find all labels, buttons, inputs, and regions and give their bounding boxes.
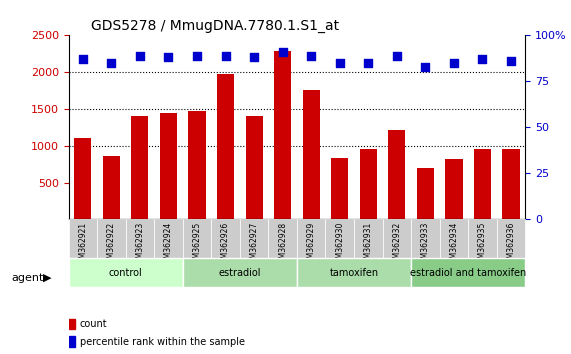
Text: GSM362929: GSM362929 [307, 222, 316, 268]
Text: tamoxifen: tamoxifen [329, 268, 379, 278]
FancyBboxPatch shape [126, 219, 154, 258]
Text: GSM362936: GSM362936 [506, 222, 516, 268]
Text: GSM362921: GSM362921 [78, 222, 87, 268]
FancyBboxPatch shape [268, 219, 297, 258]
Bar [160, 113, 177, 219]
Point [307, 53, 316, 58]
Bar [360, 149, 377, 219]
FancyBboxPatch shape [440, 219, 468, 258]
Point [364, 60, 373, 66]
Point [164, 55, 173, 60]
FancyBboxPatch shape [154, 219, 183, 258]
Point [107, 60, 116, 66]
Text: GSM362924: GSM362924 [164, 222, 173, 268]
Text: count: count [80, 319, 107, 329]
Text: estradiol and tamoxifen: estradiol and tamoxifen [410, 268, 526, 278]
FancyBboxPatch shape [297, 219, 325, 258]
Point [78, 57, 87, 62]
Text: GSM362932: GSM362932 [392, 222, 401, 268]
Bar [274, 51, 291, 219]
Text: control: control [108, 268, 143, 278]
Point [335, 60, 344, 66]
Point [392, 53, 401, 58]
FancyBboxPatch shape [497, 219, 525, 258]
Text: GSM362925: GSM362925 [192, 222, 202, 268]
FancyBboxPatch shape [411, 258, 525, 287]
Text: GSM362933: GSM362933 [421, 222, 430, 268]
Point [449, 60, 459, 66]
Bar [246, 116, 263, 219]
Bar [331, 158, 348, 219]
Text: GSM362935: GSM362935 [478, 222, 487, 268]
Bar [188, 110, 206, 219]
Text: GDS5278 / MmugDNA.7780.1.S1_at: GDS5278 / MmugDNA.7780.1.S1_at [91, 19, 340, 33]
Point [278, 49, 287, 55]
FancyBboxPatch shape [69, 219, 97, 258]
Bar [502, 149, 520, 219]
FancyBboxPatch shape [468, 219, 497, 258]
FancyBboxPatch shape [97, 219, 126, 258]
Text: GSM362930: GSM362930 [335, 222, 344, 268]
Point [478, 57, 487, 62]
Text: percentile rank within the sample: percentile rank within the sample [80, 337, 245, 347]
FancyBboxPatch shape [325, 219, 354, 258]
Bar [388, 130, 405, 219]
Bar [217, 74, 234, 219]
Bar [103, 156, 120, 219]
Bar [74, 138, 91, 219]
Text: GSM362926: GSM362926 [221, 222, 230, 268]
Bar [417, 168, 434, 219]
Bar [131, 116, 148, 219]
FancyBboxPatch shape [411, 219, 440, 258]
Bar [303, 90, 320, 219]
Point [221, 53, 230, 58]
FancyBboxPatch shape [354, 219, 383, 258]
Bar [474, 149, 491, 219]
FancyBboxPatch shape [240, 219, 268, 258]
Text: GSM362922: GSM362922 [107, 222, 116, 268]
FancyBboxPatch shape [69, 258, 183, 287]
Text: ▶: ▶ [43, 273, 51, 283]
Point [192, 53, 202, 58]
FancyBboxPatch shape [383, 219, 411, 258]
Point [421, 64, 430, 69]
Bar [69, 319, 75, 329]
Text: estradiol: estradiol [219, 268, 261, 278]
Text: GSM362927: GSM362927 [250, 222, 259, 268]
FancyBboxPatch shape [211, 219, 240, 258]
Text: agent: agent [11, 273, 44, 283]
Bar [69, 336, 75, 347]
Text: GSM362931: GSM362931 [364, 222, 373, 268]
Point [506, 58, 516, 64]
Text: GSM362934: GSM362934 [449, 222, 459, 268]
Point [250, 55, 259, 60]
Bar [445, 159, 463, 219]
Text: GSM362923: GSM362923 [135, 222, 144, 268]
Text: GSM362928: GSM362928 [278, 222, 287, 268]
FancyBboxPatch shape [183, 258, 297, 287]
FancyBboxPatch shape [297, 258, 411, 287]
FancyBboxPatch shape [183, 219, 211, 258]
Point [135, 53, 144, 58]
